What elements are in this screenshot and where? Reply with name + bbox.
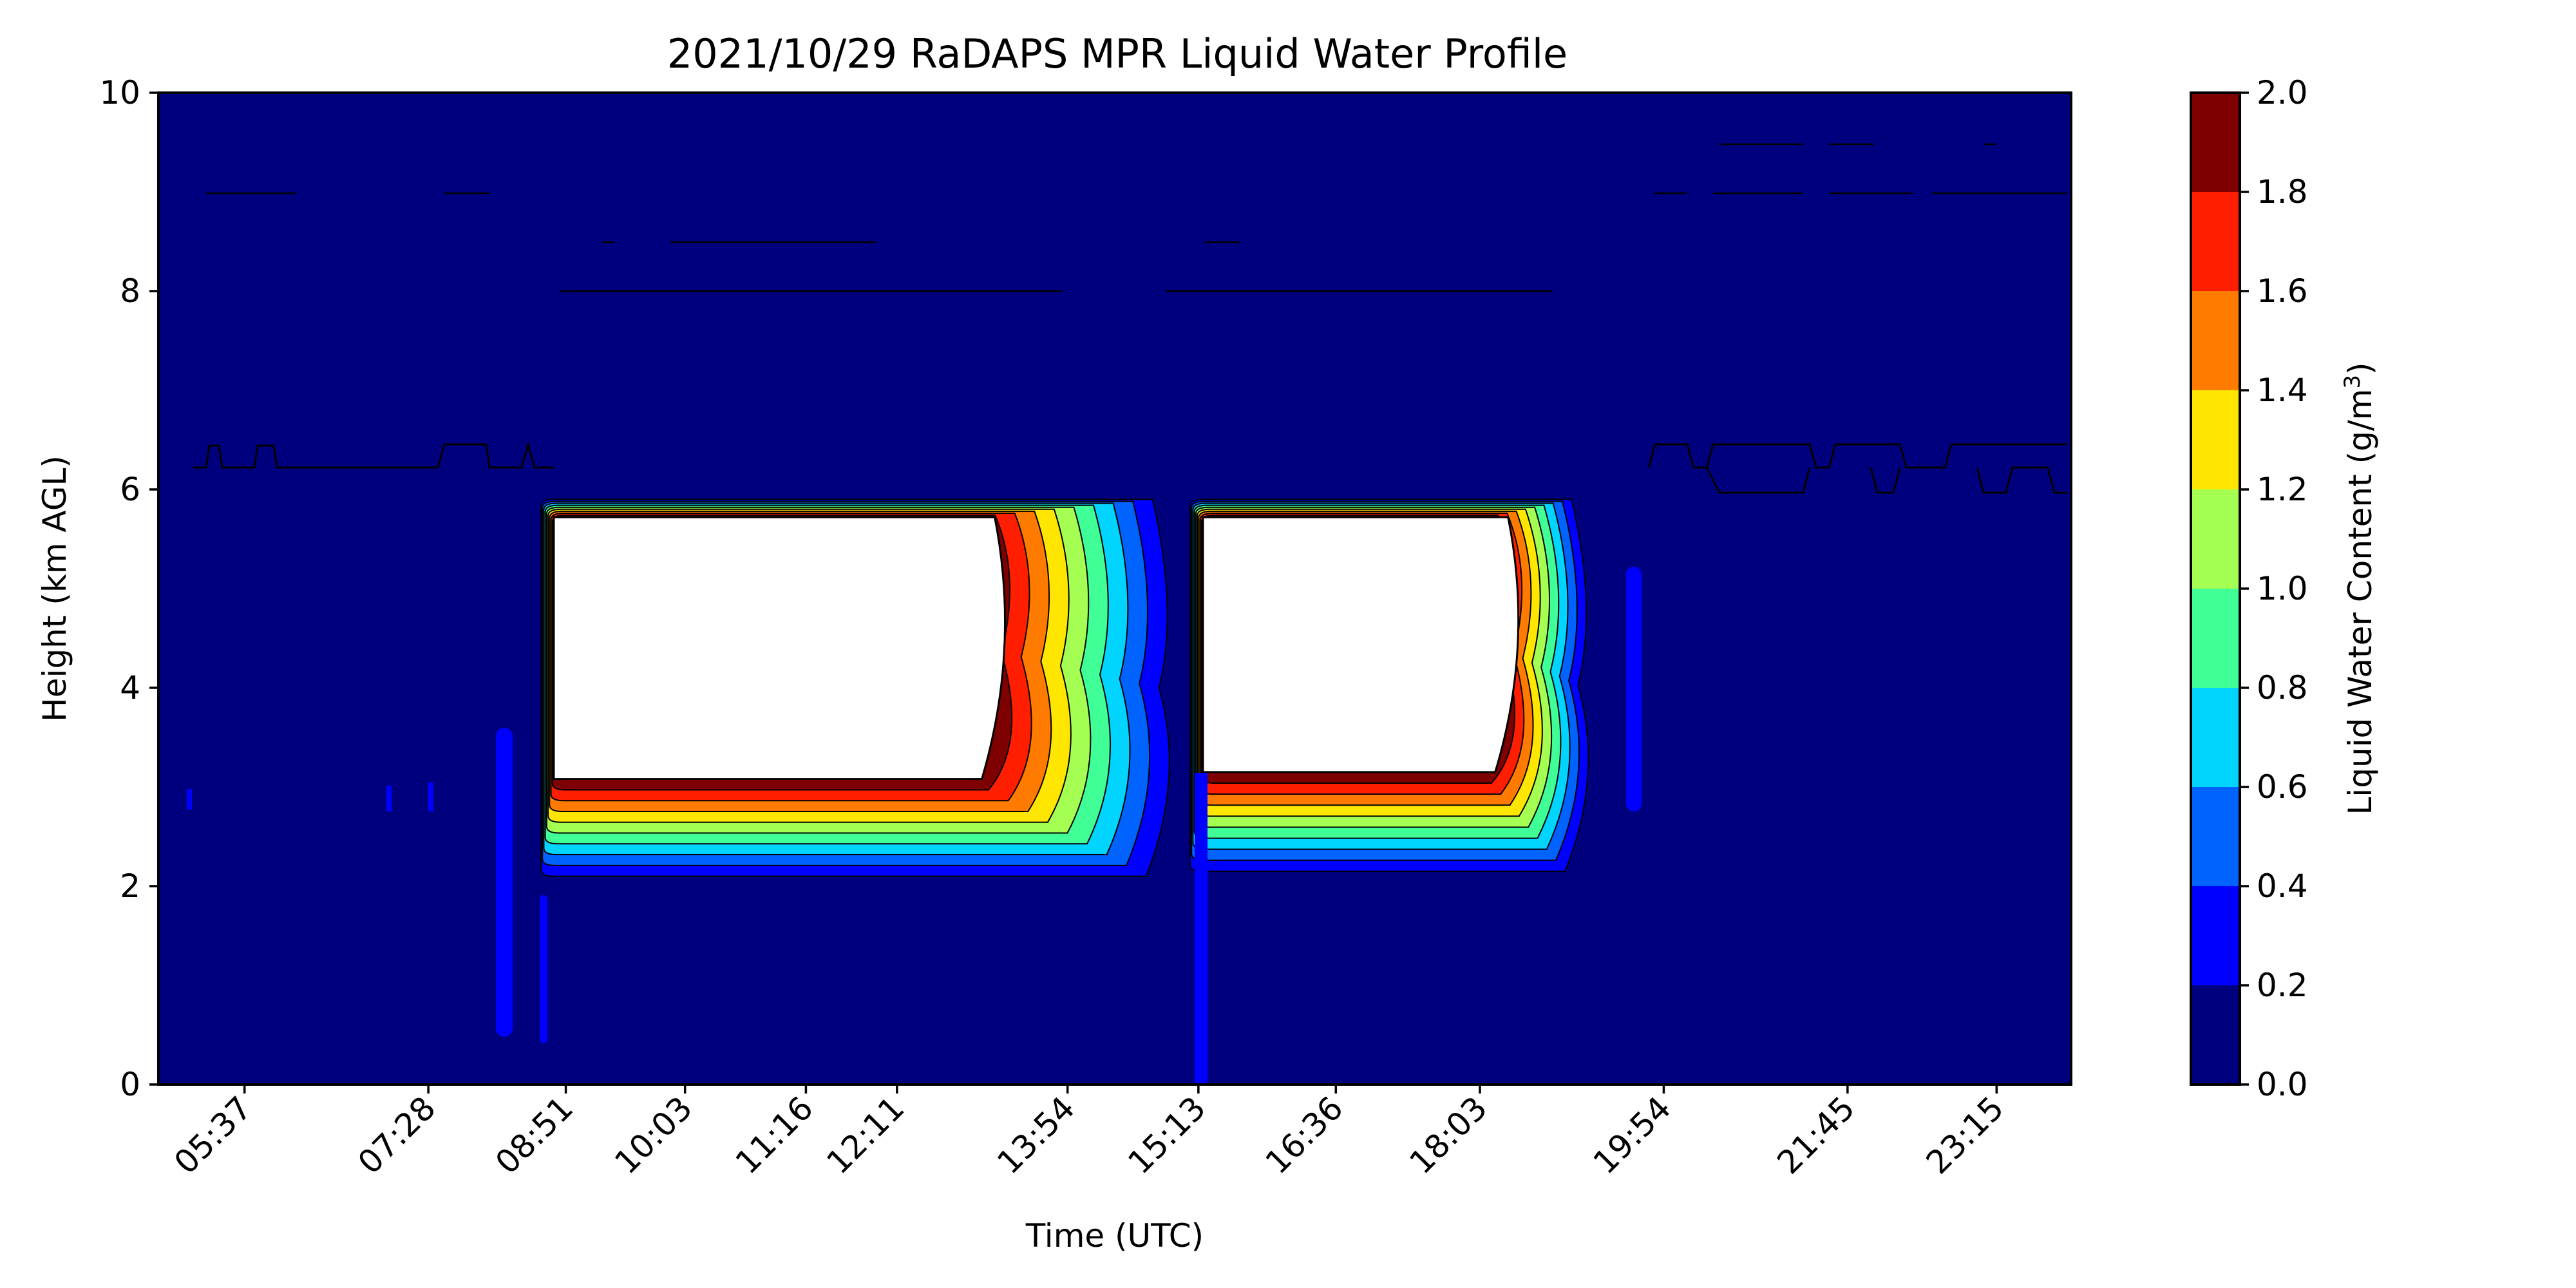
x-tick-label: 12:11 [819, 1089, 911, 1181]
colorbar-tick-label: 1.2 [2257, 471, 2308, 508]
colorbar-segment [2191, 93, 2240, 192]
precip-column-15-13 [1195, 773, 1208, 1084]
y-axis-label: Height (km AGL) [36, 455, 73, 722]
colorbar-label: Liquid Water Content (g/m3) [2340, 362, 2379, 815]
colorbar-tick-label: 0.8 [2257, 669, 2308, 706]
cloud-contours [540, 498, 1589, 877]
colorbar-segment [2191, 688, 2240, 787]
contour-line-6km-left [193, 440, 554, 469]
small-spot-2 [386, 786, 392, 811]
x-tick-label: 21:45 [1770, 1089, 1862, 1181]
y-tick-label: 6 [120, 471, 140, 508]
colorbar-label-superscript: 3 [2340, 375, 2365, 389]
x-tick-label: 07:28 [351, 1089, 443, 1181]
residual-cloud-edge [1626, 567, 1642, 811]
precip-streak-2 [540, 895, 547, 1043]
colorbar-segment [2191, 390, 2240, 489]
colorbar-tick-label: 0.6 [2257, 768, 2308, 806]
small-spot-3 [428, 782, 433, 811]
upper-level-artifacts [187, 143, 2067, 1084]
x-tick-label: 08:51 [488, 1089, 580, 1181]
x-tick-label: 05:37 [167, 1089, 259, 1181]
colorbar-tick-label: 0.0 [2257, 1066, 2308, 1103]
colorbar-tick-label: 2.0 [2257, 74, 2308, 111]
chart-title: 2021/10/29 RaDAPS MPR Liquid Water Profi… [667, 30, 1567, 77]
colorbar-segment [2191, 985, 2240, 1084]
colorbar-tick-label: 1.0 [2257, 570, 2308, 607]
x-tick-label: 15:13 [1121, 1089, 1213, 1181]
x-axis-label: Time (UTC) [1025, 1217, 1204, 1255]
colorbar-segment [2191, 787, 2240, 886]
colorbar-segment [2191, 886, 2240, 985]
y-tick-label: 8 [120, 272, 140, 310]
plot-frame [157, 91, 2072, 1086]
colorbar-tick-label: 1.4 [2257, 372, 2308, 409]
x-tick-label: 13:54 [990, 1089, 1082, 1181]
contour-line-upper [206, 143, 2067, 292]
x-tick-label: 11:16 [728, 1089, 820, 1181]
x-tick-label: 18:03 [1403, 1089, 1495, 1181]
x-tick-label: 23:15 [1919, 1089, 2011, 1181]
contour-line-6km-right [1647, 443, 2067, 494]
y-tick-label: 4 [120, 669, 140, 706]
cloud-1-core-above-max [553, 516, 1007, 781]
precip-streak-1 [496, 728, 513, 1037]
y-tick-label: 10 [99, 74, 140, 111]
y-tick-label: 2 [120, 867, 140, 905]
colorbar-tick-label: 1.8 [2257, 173, 2308, 211]
colorbar-segment [2191, 589, 2240, 688]
contour-plot-area [157, 91, 2072, 1086]
colorbar-tick-label: 0.2 [2257, 967, 2308, 1004]
colorbar: 0.0 0.2 0.4 0.6 0.8 1.0 1.2 1.4 1.6 1.8 2.0 [2190, 74, 2308, 1103]
small-spot-1 [187, 789, 192, 810]
x-tick-label: 19:54 [1586, 1089, 1678, 1181]
y-axis: 0 2 4 6 8 10 [99, 74, 158, 1103]
y-tick-label: 0 [120, 1066, 140, 1103]
colorbar-segment [2191, 489, 2240, 589]
colorbar-tick-label: 1.6 [2257, 272, 2308, 310]
colorbar-label-end: ) [2342, 362, 2379, 375]
colorbar-segment [2191, 192, 2240, 291]
cloud-2-core-above-max [1202, 516, 1520, 773]
x-tick-label: 10:03 [607, 1089, 699, 1181]
colorbar-tick-label: 0.4 [2257, 867, 2308, 905]
x-tick-label: 16:36 [1258, 1089, 1350, 1181]
colorbar-label-text: Liquid Water Content (g/m [2342, 389, 2379, 815]
colorbar-segment [2191, 291, 2240, 390]
